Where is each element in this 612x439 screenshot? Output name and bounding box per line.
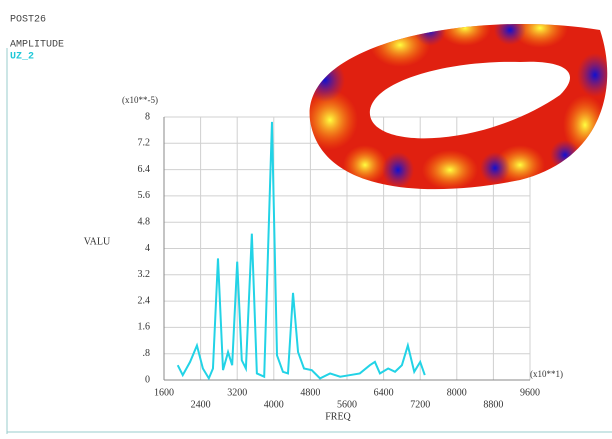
x-tick-label: 9600 bbox=[520, 387, 540, 398]
x-tick-label: 3200 bbox=[227, 387, 247, 398]
x-tick-label: 2400 bbox=[191, 399, 211, 410]
y-tick-label: .8 bbox=[143, 348, 151, 359]
x-tick-label: 4800 bbox=[300, 387, 320, 398]
y-tick-label: 4 bbox=[145, 243, 150, 254]
y-tick-label: 7.2 bbox=[138, 138, 151, 149]
y-axis-label: VALU bbox=[84, 236, 111, 247]
x-tick-label: 6400 bbox=[374, 387, 394, 398]
y-tick-label: 2.4 bbox=[138, 295, 151, 306]
x-tick-label: 4000 bbox=[264, 399, 284, 410]
series-label: UZ_2 bbox=[10, 52, 34, 63]
y-tick-label: 8 bbox=[145, 111, 150, 122]
x-tick-label: 8000 bbox=[447, 387, 467, 398]
ring-image bbox=[300, 0, 612, 200]
x-tick-label: 1600 bbox=[154, 387, 174, 398]
x-tick-label: 7200 bbox=[410, 399, 430, 410]
header: AMPLITUDE bbox=[10, 40, 64, 51]
y-tick-label: 1.6 bbox=[138, 322, 151, 333]
y-tick-label: 6.4 bbox=[138, 164, 151, 175]
header: POST26 bbox=[10, 15, 46, 26]
y-tick-label: 5.6 bbox=[138, 190, 151, 201]
chart: POST26 AMPLITUDE UZ_2 (x10**-5) (x10**1)… bbox=[0, 0, 612, 434]
y-tick-label: 0 bbox=[145, 374, 150, 385]
x-axis-label: FREQ bbox=[325, 411, 351, 422]
x-tick-label: 8800 bbox=[483, 399, 503, 410]
y-tick-label: 3.2 bbox=[138, 269, 151, 280]
y-multiplier: (x10**-5) bbox=[122, 95, 158, 105]
y-tick-label: 4.8 bbox=[138, 216, 151, 227]
x-multiplier: (x10**1) bbox=[530, 369, 563, 379]
x-tick-label: 5600 bbox=[337, 399, 357, 410]
